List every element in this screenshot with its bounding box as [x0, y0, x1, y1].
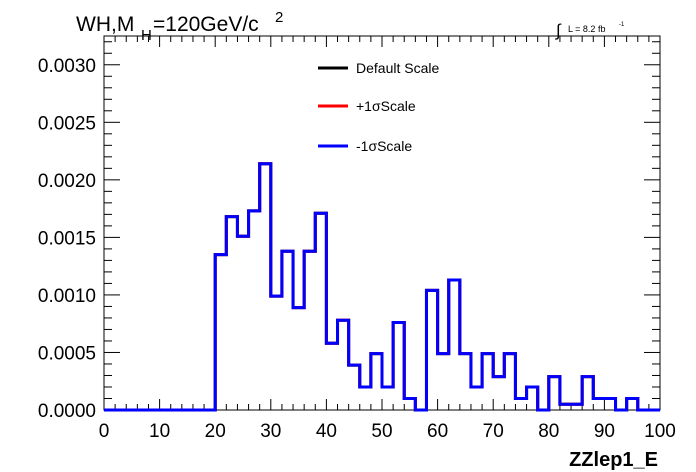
series-minus1sigma-scale [104, 162, 660, 412]
y-tick-label: 0.0025 [38, 113, 96, 134]
legend-label-minus1sigma: -1σScale [356, 138, 412, 154]
x-tick-label: 80 [538, 421, 559, 442]
legend-label-plus1sigma: +1σScale [356, 98, 416, 114]
x-tick-label: 30 [260, 421, 281, 442]
x-tick-label: 90 [594, 421, 615, 442]
lumi-superscript: -1 [619, 22, 625, 28]
y-tick-label: 0.0010 [38, 286, 96, 307]
x-tick-label: 100 [644, 421, 676, 442]
legend-label-default: Default Scale [356, 60, 439, 76]
legend: Default Scale +1σScale -1σScale [318, 60, 439, 154]
chart-title-superscript: 2 [275, 9, 283, 26]
x-tick-label: 10 [149, 421, 170, 442]
y-tick-label: 0.0005 [38, 343, 96, 364]
chart-title-rest: =120GeV/c [153, 13, 259, 36]
x-tick-label: 60 [427, 421, 448, 442]
chart-title-main: WH,M [76, 13, 134, 36]
y-tick-label: 0.0020 [38, 171, 96, 192]
y-tick-label: 0.0015 [38, 228, 96, 249]
x-tick-label: 0 [99, 421, 110, 442]
lumi-integral-sign: ∫ [555, 21, 562, 40]
histogram-series [104, 162, 660, 412]
x-tick-label: 40 [316, 421, 337, 442]
x-tick-label: 50 [371, 421, 392, 442]
y-axis-ticks: 0.0000 0.0005 0.0010 0.0015 0.0020 0.0025 0.00… [38, 41, 660, 422]
x-tick-label: 20 [205, 421, 226, 442]
lumi-label: L = 8.2 fb [568, 24, 605, 34]
y-tick-label: 0.0000 [38, 401, 96, 422]
x-axis-label: ZZlep1_E [569, 449, 658, 471]
x-tick-label: 70 [483, 421, 504, 442]
chart-title-subscript: H [141, 27, 152, 44]
x-axis-ticks: 0 10 20 30 40 50 60 70 80 90 100 [99, 36, 676, 442]
y-tick-label: 0.0030 [38, 56, 96, 77]
